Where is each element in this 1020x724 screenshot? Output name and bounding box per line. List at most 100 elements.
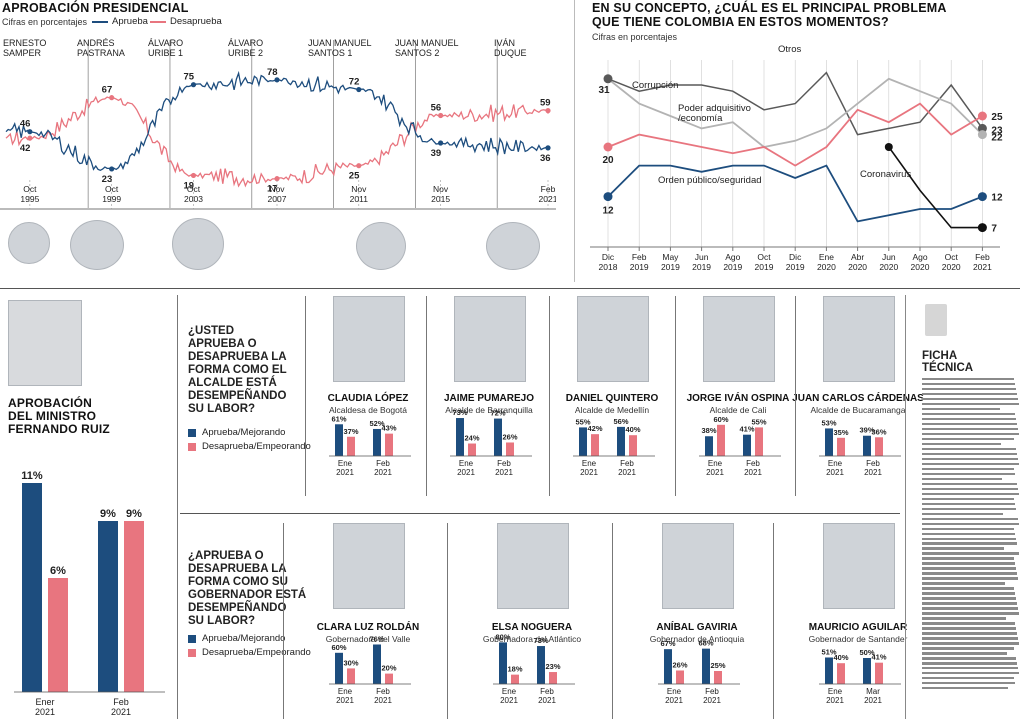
person-role: Gobernadora del Valle: [325, 634, 411, 644]
start-label: 31: [598, 85, 610, 96]
question-line: GOBERNADOR ESTÁ: [188, 589, 307, 601]
bar-aprueba: [456, 418, 464, 456]
bar-value: 30%: [343, 658, 358, 667]
point-desaprueba: [190, 172, 197, 179]
end-label: 22: [991, 133, 1003, 144]
approval-legend-approve: Aprueba: [92, 16, 148, 27]
ficha-text-line: [922, 477, 1002, 481]
era-label: SANTOS 2: [395, 48, 439, 58]
point-aprueba: [274, 77, 280, 83]
person-portrait: [823, 523, 895, 609]
series-label-poder: /economía: [678, 113, 723, 124]
bar-desaprueba: [837, 437, 845, 456]
bar-value: 25%: [710, 661, 725, 670]
ficha-text-line: [922, 677, 1014, 680]
point-aprueba: [545, 145, 551, 151]
point-aprueba: [356, 86, 362, 93]
series-label-coronavirus: Coronavirus: [860, 169, 911, 180]
data-label-aprueba: 46: [20, 119, 31, 130]
ficha-text-line: [922, 552, 1019, 555]
bar-aprueba: [373, 428, 381, 456]
bar-value: 18%: [507, 665, 522, 674]
period-label: Ene: [828, 687, 843, 696]
period-label: Ene: [582, 459, 597, 468]
bar-value: 26%: [502, 432, 517, 441]
ficha-text-line: [922, 682, 1015, 685]
ficha-text-line: [922, 432, 1019, 436]
series-label-corrupcion: Corrupción: [632, 80, 678, 91]
ficha-text-line: [922, 492, 1019, 496]
series-line-poder: [607, 102, 983, 167]
point-desaprueba: [438, 112, 444, 119]
bar-value: 41%: [871, 653, 886, 662]
bar-desaprueba: [875, 437, 883, 456]
person-portrait: [333, 523, 405, 609]
period-label: 2021: [864, 468, 882, 477]
person-role: Gobernador de Santander: [808, 634, 908, 644]
ficha-text-line: [922, 507, 1016, 510]
point-desaprueba: [109, 95, 115, 101]
month-label: 2019: [755, 262, 774, 272]
period-label: 2021: [457, 468, 475, 477]
month-label: 2019: [630, 262, 649, 272]
date-label: 2003: [184, 194, 203, 204]
ficha-text-line: [922, 412, 1015, 416]
ficha-text-line: [922, 537, 1016, 540]
approval-legend-disapprove: Desaprueba: [150, 16, 222, 27]
approval-subtitle: Cifras en porcentajes: [2, 17, 88, 27]
start-label: 20: [602, 155, 614, 166]
start-label: 12: [602, 206, 614, 217]
person-name: JORGE IVÁN OSPINA: [686, 393, 790, 404]
ficha-text-line: [922, 572, 1017, 575]
series-line-coronavirus: [888, 146, 983, 229]
question-line: DESAPRUEBA LA: [188, 351, 287, 363]
period-label: 2021: [111, 707, 131, 717]
date-label: 2015: [431, 194, 450, 204]
end-dot: [977, 111, 987, 121]
ficha-text-line: [922, 497, 1014, 501]
ficha-text-line: [922, 392, 1017, 396]
month-label: Dic: [602, 252, 615, 262]
legend-label-approve: Aprueba: [112, 16, 148, 27]
ficha-text-line: [922, 462, 1019, 466]
data-label-aprueba: 78: [267, 67, 278, 78]
problem-chart: Dic2018Feb2019May2019Jun2019Ago2019Oct20…: [590, 44, 1003, 272]
ficha-text-line: [922, 672, 1019, 675]
period-label: Ene: [667, 687, 682, 696]
bar-value: 24%: [464, 434, 479, 443]
period-label: 2021: [538, 696, 556, 705]
person-portrait: [577, 296, 649, 382]
ficha-text-line: [922, 542, 1017, 545]
period-label: 2021: [706, 468, 724, 477]
end-dot: [977, 223, 987, 233]
person-role: Alcalde de Medellín: [574, 405, 650, 415]
month-label: Oct: [757, 252, 771, 262]
bar-value: 50%: [859, 648, 874, 657]
ficha-text-line: [922, 442, 1001, 446]
month-label: Feb: [975, 252, 990, 262]
month-label: 2019: [661, 262, 680, 272]
person-name: ANÍBAL GAVIRIA: [656, 622, 738, 633]
period-label: 2021: [744, 468, 762, 477]
bar-value: 68%: [698, 639, 713, 648]
period-label: Feb: [705, 687, 719, 696]
month-label: 2019: [692, 262, 711, 272]
bar-aprueba: [825, 428, 833, 456]
ficha-text-line: [922, 652, 1007, 655]
era-label: ERNESTO: [3, 38, 46, 48]
period-label: Feb: [540, 687, 554, 696]
period-label: 2021: [374, 696, 392, 705]
period-label: Ene: [708, 459, 723, 468]
bar-desaprueba: [875, 662, 883, 684]
point-aprueba: [190, 82, 197, 88]
month-label: Ene: [819, 252, 834, 262]
date-label: Oct: [23, 184, 37, 194]
ficha-text-line: [922, 397, 1018, 401]
person-portrait: [497, 523, 569, 609]
question-line: DESAPRUEBA LA: [188, 563, 287, 575]
person-name: CLARA LUZ ROLDÁN: [316, 622, 420, 633]
president-portrait-uribe: [172, 218, 224, 270]
